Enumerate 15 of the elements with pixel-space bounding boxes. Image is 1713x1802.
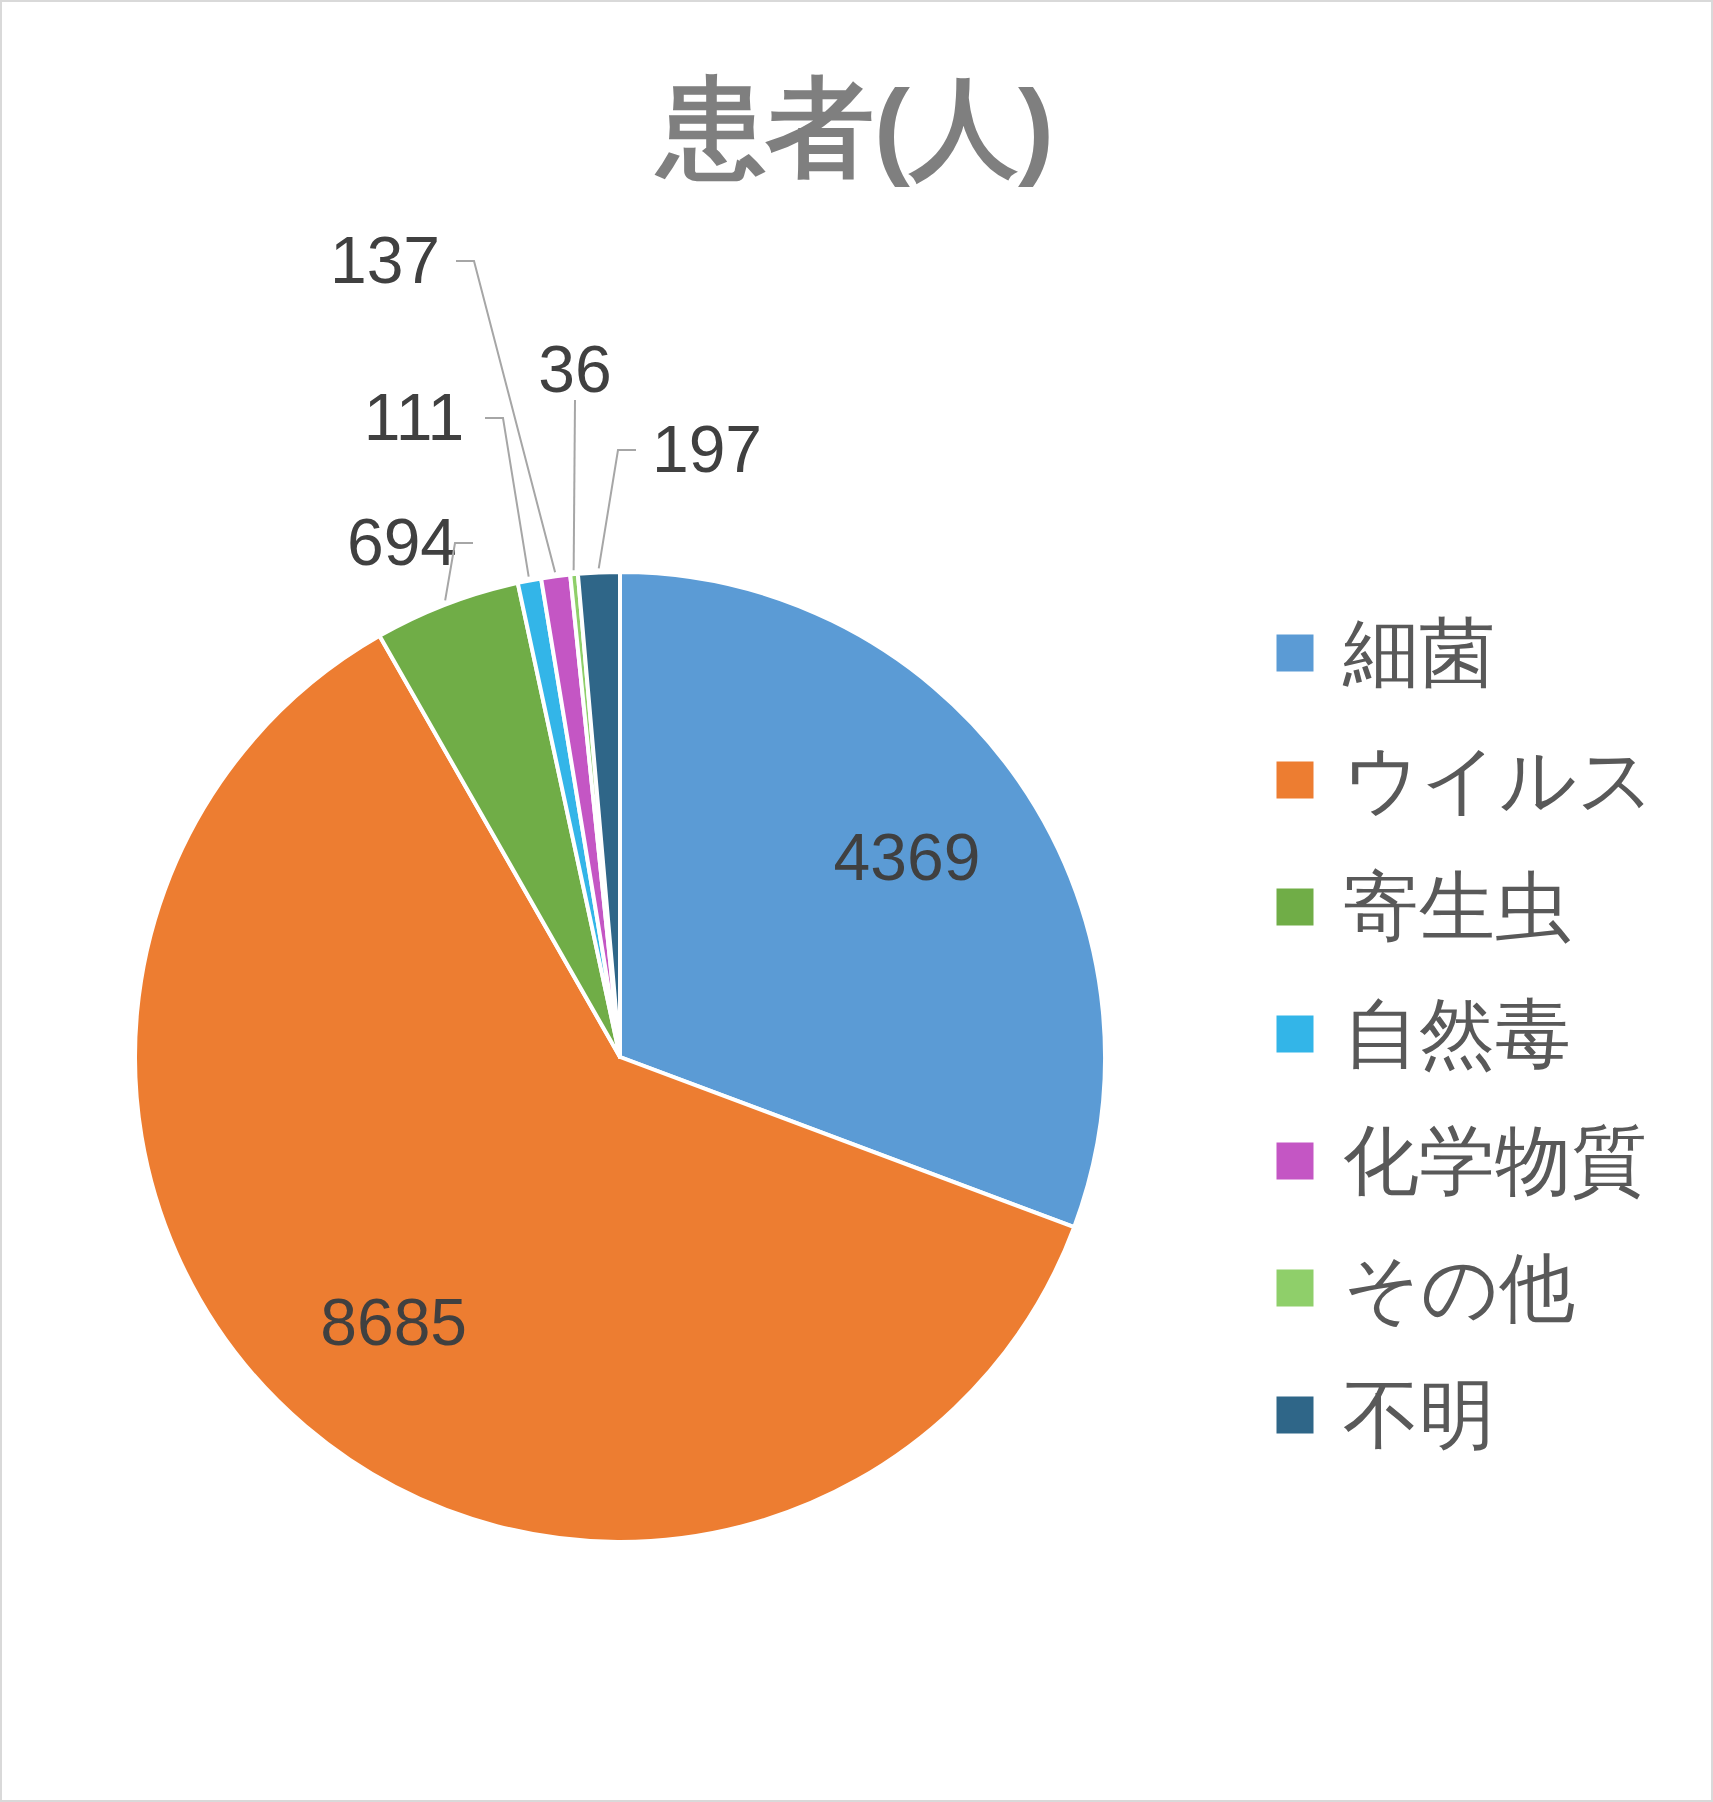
data-label: 137: [329, 223, 441, 297]
data-label: 8685: [320, 1284, 468, 1359]
legend-label: その他: [1343, 1245, 1575, 1330]
legend-label: 細菌: [1342, 610, 1495, 695]
legend-label: ウイルス: [1343, 737, 1655, 822]
legend-label: 寄生虫: [1343, 864, 1571, 949]
data-label: 36: [538, 332, 612, 406]
chart-title: 患者(人): [654, 67, 1054, 188]
legend-label: 自然毒: [1343, 991, 1571, 1076]
legend-label: 不明: [1343, 1372, 1495, 1457]
data-label: 111: [363, 380, 465, 454]
data-label: 4369: [833, 820, 981, 895]
data-label: 197: [651, 412, 763, 486]
legend-label: 化学物質: [1343, 1118, 1647, 1203]
data-label: 694: [346, 505, 458, 579]
